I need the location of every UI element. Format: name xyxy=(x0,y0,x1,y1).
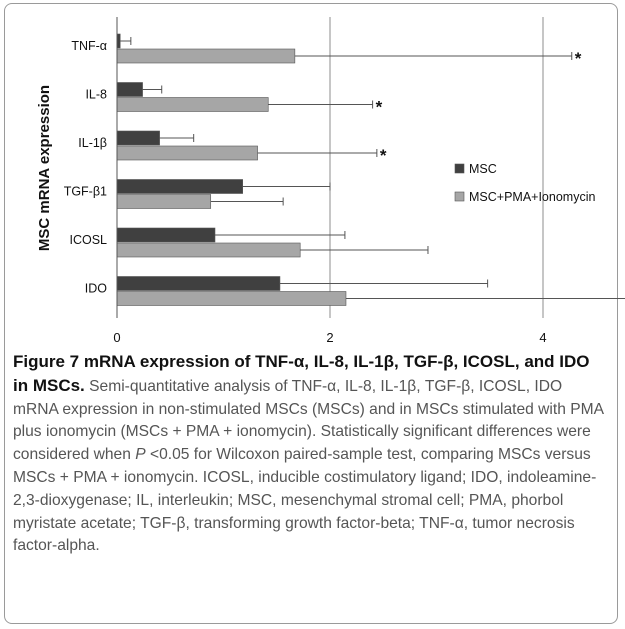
figure-frame xyxy=(4,3,618,624)
bar xyxy=(116,48,296,64)
caption-body-1: Semi-quantitative analysis of TNF-α, IL-… xyxy=(13,377,604,464)
bar xyxy=(116,82,143,97)
bar xyxy=(116,130,160,146)
x-tick-label: 4 xyxy=(539,330,546,345)
category-label: TNF-α xyxy=(71,39,107,53)
legend-swatch xyxy=(454,163,465,174)
legend-swatch xyxy=(454,191,465,202)
bar xyxy=(116,97,269,112)
caption-p-italic: P xyxy=(135,446,146,464)
bar xyxy=(116,194,212,209)
x-tick-label: 0 xyxy=(113,330,120,345)
bar xyxy=(116,276,281,291)
x-tick-label: 2 xyxy=(326,330,333,345)
significance-marker: * xyxy=(575,49,582,68)
axes: 0 2 4 TNF-α IL-8 IL-1β TGF-β1 ICOSL IDO xyxy=(64,17,547,345)
category-label: ICOSL xyxy=(69,233,107,247)
category-label: TGF-β1 xyxy=(64,185,107,199)
figure-caption: Figure 7 mRNA expression of TNF-α, IL-8,… xyxy=(13,351,609,558)
bar-chart: * * * 0 2 4 TNF-α IL-8 IL-1β TGF-β1 ICOSL IDO MSC … xyxy=(36,17,625,345)
category-label: IDO xyxy=(85,282,108,296)
bar xyxy=(116,179,243,194)
bars: * * * xyxy=(116,33,625,306)
bar xyxy=(116,145,258,161)
significance-marker: * xyxy=(380,146,387,165)
caption-body-2: <0.05 for Wilcoxon paired-sample test, c… xyxy=(13,446,597,555)
legend: MSC MSC+PMA+Ionomycin xyxy=(454,162,595,204)
category-label: IL-8 xyxy=(85,88,107,102)
category-label: IL-1β xyxy=(78,136,107,150)
significance-marker: * xyxy=(376,98,383,117)
gridlines xyxy=(329,17,544,318)
y-axis-title: MSC mRNA expression xyxy=(36,85,53,251)
legend-label: MSC xyxy=(469,162,497,176)
caption-title: Figure 7 mRNA expression of TNF-α, IL-8,… xyxy=(13,352,590,395)
bar xyxy=(116,227,216,243)
bar xyxy=(116,242,301,258)
bar xyxy=(116,291,347,306)
legend-label: MSC+PMA+Ionomycin xyxy=(469,190,595,204)
